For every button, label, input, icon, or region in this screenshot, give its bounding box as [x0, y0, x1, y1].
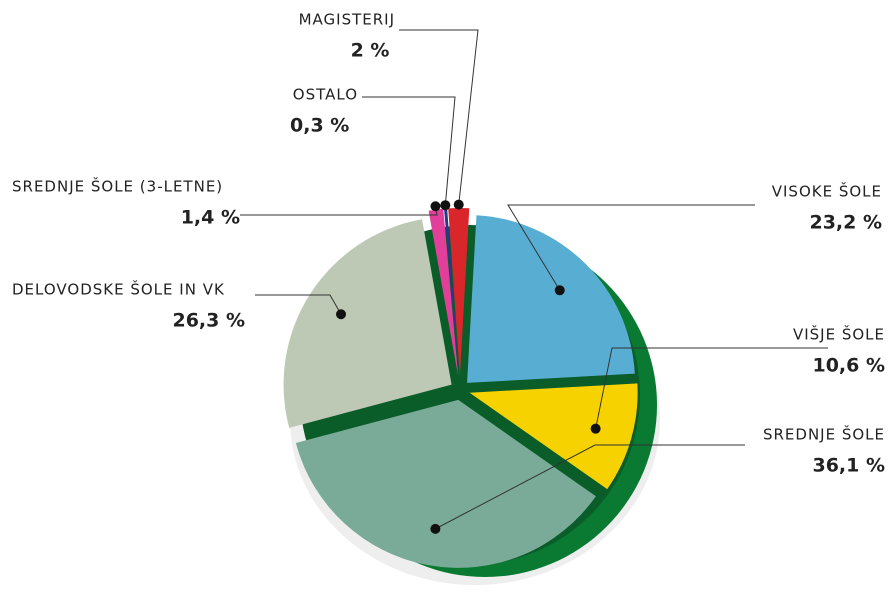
leader-line: [595, 347, 828, 429]
leader-dot: [430, 523, 441, 534]
leader-dot: [430, 201, 441, 212]
leader-line: [255, 294, 342, 315]
slice-name: VISOKE ŠOLE: [772, 182, 882, 201]
leader-line: [435, 444, 745, 530]
leader-dot: [590, 423, 601, 434]
pie-slice: [295, 399, 596, 568]
leader-line: [362, 96, 456, 206]
leader-dot: [336, 309, 347, 320]
slice-value: 0,3 %: [290, 115, 349, 137]
slice-name: MAGISTERIJ: [299, 11, 395, 29]
leader-dot: [440, 200, 451, 211]
slice-value: 23,2 %: [809, 212, 882, 234]
slice-name: SREDNJE ŠOLE (3-LETNE): [12, 177, 223, 196]
leader-dot: [453, 199, 464, 210]
slice-value: 36,1 %: [812, 455, 885, 477]
slice-name: OSTALO: [293, 86, 358, 104]
slice-value: 10,6 %: [812, 355, 885, 377]
slice-name: VIŠJE ŠOLE: [793, 325, 885, 344]
pie-slice: [444, 208, 459, 377]
pie-slice: [283, 219, 452, 428]
pie-slice: [467, 215, 635, 383]
pie-slice: [469, 383, 638, 490]
slice-value: 1,4 %: [181, 207, 240, 229]
leader-dot: [554, 285, 565, 296]
pie-slice: [428, 208, 459, 377]
slice-value: 2 %: [351, 40, 390, 62]
leader-line: [507, 204, 755, 291]
slice-value: 26,3 %: [172, 310, 245, 332]
pie-slice: [448, 208, 470, 377]
leader-line: [240, 206, 438, 216]
slice-name: SREDNJE ŠOLE: [763, 425, 885, 444]
leader-line: [399, 29, 479, 205]
slice-name: DELOVODSKE ŠOLE IN VK: [12, 280, 225, 299]
